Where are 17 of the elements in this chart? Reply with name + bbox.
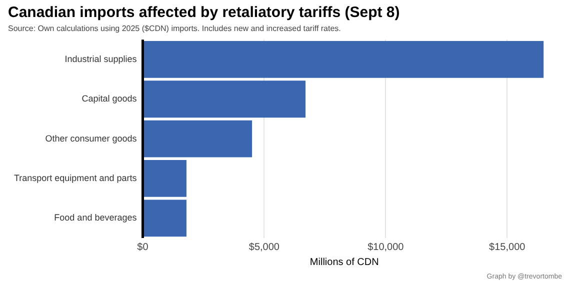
bar	[143, 40, 544, 78]
x-tick-label: $15,000	[489, 242, 526, 253]
x-tick-label: $0	[137, 242, 149, 253]
bar	[143, 80, 306, 118]
x-tick-label: $5,000	[248, 242, 280, 253]
x-tick-label: $10,000	[368, 242, 404, 253]
bar	[143, 160, 186, 197]
y-tick-label: Transport equipment and parts	[14, 172, 138, 183]
y-tick-label: Food and beverages	[54, 212, 138, 223]
bar	[143, 120, 252, 158]
chart-title: Canadian imports affected by retaliatory tariffs (Sept 8)	[8, 4, 400, 22]
y-tick-label: Other consumer goods	[45, 133, 138, 144]
y-tick-label: Capital goods	[82, 94, 138, 104]
y-tick-label: Industrial supplies	[64, 54, 138, 64]
bar	[143, 200, 186, 237]
chart-subtitle: Source: Own calculations using 2025 ($CDN) imports. Includes new and increased tariff rates.	[8, 24, 341, 34]
x-axis-title: Millions of CDN	[310, 256, 379, 268]
